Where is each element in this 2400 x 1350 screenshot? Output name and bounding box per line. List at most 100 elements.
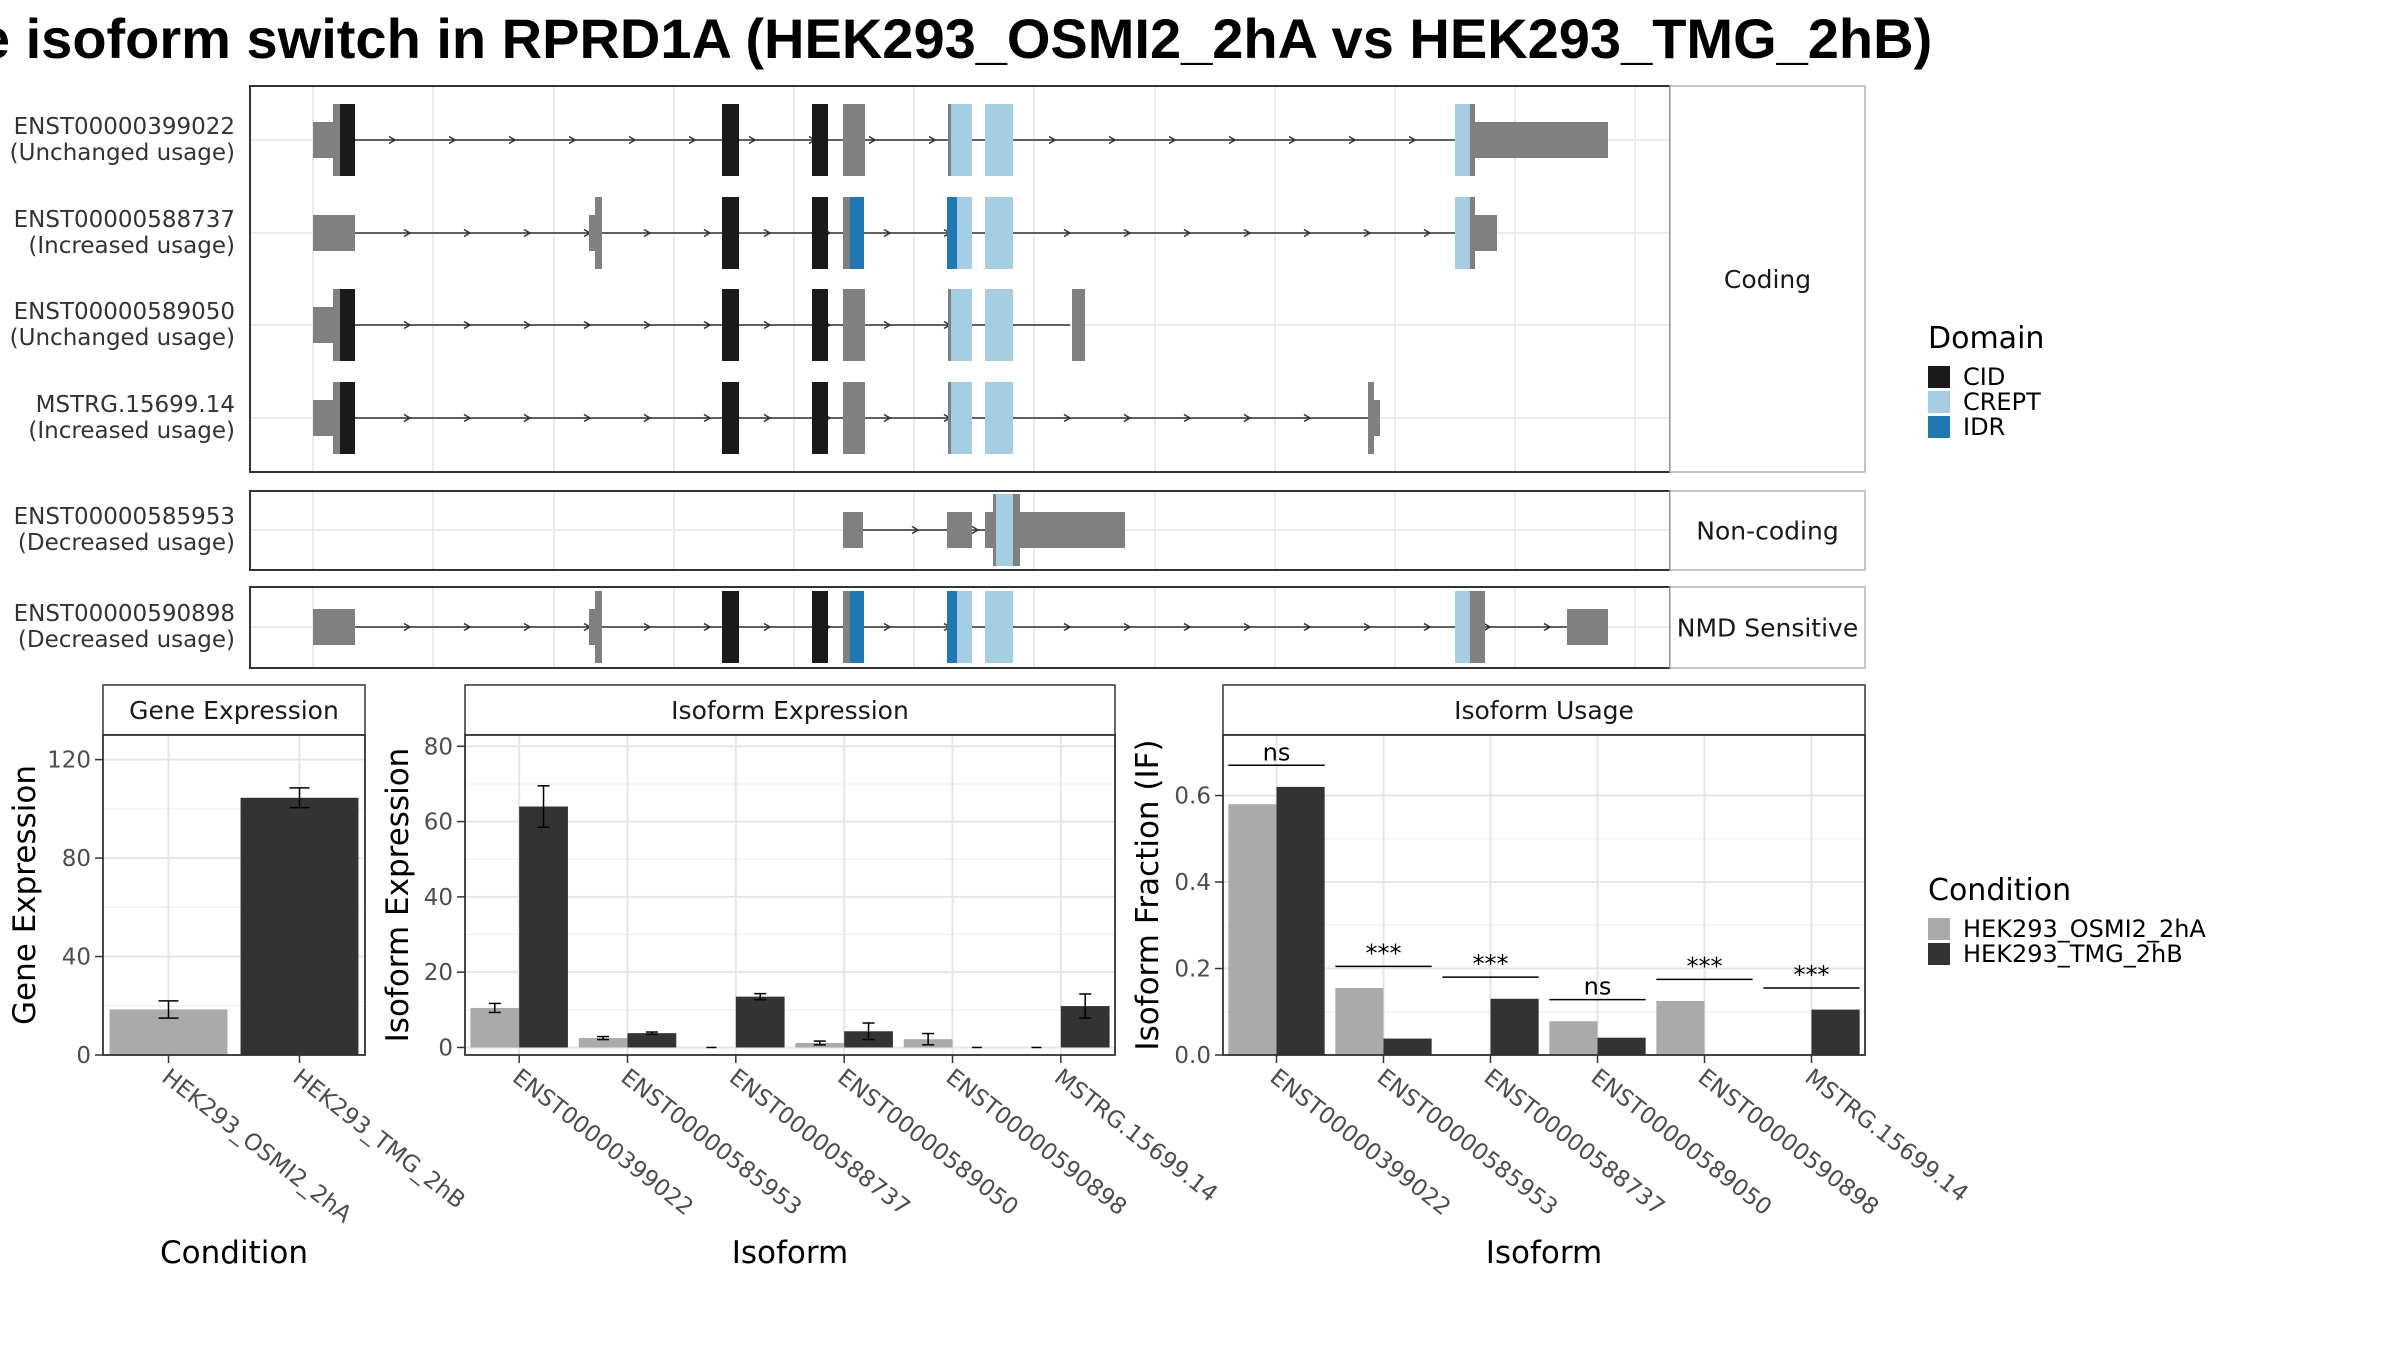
- cid-domain: [812, 289, 828, 361]
- direction-arrow: [1123, 622, 1132, 632]
- exon: [843, 104, 865, 176]
- direction-arrow: [763, 413, 772, 423]
- idr-domain: [850, 197, 864, 269]
- plot-background: [465, 735, 1115, 1055]
- cid-domain: [722, 591, 739, 663]
- transcript-id-label: ENST00000588737: [14, 207, 235, 233]
- exon: [843, 197, 850, 269]
- facet-title: Isoform Usage: [1454, 696, 1634, 725]
- exon: [333, 104, 340, 176]
- strip-label: Coding: [1724, 265, 1811, 294]
- direction-arrow: [1183, 413, 1192, 423]
- y-tick-label: 0.2: [1174, 957, 1211, 983]
- cid-domain: [812, 382, 828, 454]
- exon: [843, 289, 865, 361]
- plot-border: [102, 734, 366, 1056]
- bar: [1597, 1037, 1646, 1055]
- direction-arrow: [583, 413, 592, 423]
- legend-label: HEK293_OSMI2_2hA: [1963, 915, 2206, 943]
- y-tick-label: 0.6: [1174, 784, 1211, 810]
- condition-legend-title: Condition: [1928, 873, 2071, 908]
- facet-strip: [464, 684, 1116, 736]
- direction-arrow: [403, 622, 412, 632]
- direction-arrow: [1348, 135, 1357, 145]
- transcript-row: ENST00000589050(Unchanged usage): [10, 289, 1085, 361]
- direction-arrow: [1303, 413, 1312, 423]
- exon: [589, 609, 595, 645]
- cid-domain: [340, 104, 355, 176]
- direction-arrow: [523, 228, 532, 238]
- direction-arrow: [883, 320, 892, 330]
- direction-arrow: [928, 135, 937, 145]
- transcript-usage-label: (Increased usage): [28, 418, 235, 444]
- direction-arrow: [763, 228, 772, 238]
- direction-arrow: [883, 228, 892, 238]
- chart-2: Isoform Usage ns *** *** ns *** *** 0.0 0.2 0.4 0.…: [1130, 684, 1973, 1271]
- transcript-usage-label: (Increased usage): [28, 233, 235, 259]
- exon: [589, 215, 595, 251]
- direction-arrow: [883, 413, 892, 423]
- direction-arrow: [1288, 135, 1297, 145]
- direction-arrow: [463, 413, 472, 423]
- x-tick-label: ENST00000399022: [507, 1064, 697, 1221]
- bar: [1276, 786, 1325, 1055]
- crept-domain: [957, 197, 972, 269]
- transcript-usage-label: (Decreased usage): [18, 530, 235, 556]
- crept-domain: [1455, 591, 1470, 663]
- direction-arrow: [763, 622, 772, 632]
- significance-label: ns: [1263, 738, 1291, 766]
- y-tick-label: 0.0: [1174, 1043, 1211, 1069]
- facet-title: Gene Expression: [129, 696, 339, 725]
- exon: [1475, 122, 1608, 158]
- crept-domain: [951, 104, 972, 176]
- cid-domain: [722, 104, 739, 176]
- x-tick-label: ENST00000590898: [941, 1064, 1131, 1221]
- facet-title: Isoform Expression: [671, 696, 909, 725]
- legend-label: CID: [1963, 363, 2005, 391]
- exon: [1475, 215, 1497, 251]
- structure-panel-0: Coding: [249, 85, 1866, 473]
- exon: [595, 197, 602, 269]
- domain-legend-title: Domain: [1928, 321, 2044, 356]
- cid-domain: [812, 104, 828, 176]
- idr-domain: [947, 591, 957, 663]
- significance-label: ***: [1366, 939, 1402, 967]
- significance-label: ***: [1687, 952, 1723, 980]
- y-tick-label: 0: [438, 1035, 453, 1061]
- y-tick-label: 40: [62, 945, 91, 971]
- direction-arrow: [403, 228, 412, 238]
- direction-arrow: [1063, 622, 1072, 632]
- x-tick-label: ENST00000589050: [1586, 1064, 1776, 1221]
- bar: [735, 996, 785, 1048]
- bar: [1811, 1009, 1860, 1055]
- y-axis-title: Gene Expression: [7, 765, 43, 1025]
- strip-label: NMD Sensitive: [1677, 614, 1858, 643]
- legend-label: IDR: [1963, 413, 2005, 441]
- bar: [1490, 998, 1539, 1055]
- direction-arrow: [1483, 622, 1492, 632]
- structure-panel-1: Non-coding: [249, 490, 1866, 571]
- idr-domain: [947, 197, 957, 269]
- direction-arrow: [883, 622, 892, 632]
- exon: [333, 289, 340, 361]
- bar: [240, 797, 359, 1055]
- y-tick-label: 60: [424, 810, 453, 836]
- cid-domain: [812, 591, 828, 663]
- exon: [948, 104, 951, 176]
- legend-swatch: [1928, 943, 1950, 965]
- direction-arrow: [703, 228, 712, 238]
- crept-domain: [951, 382, 972, 454]
- x-tick-label: ENST00000590898: [1693, 1064, 1883, 1221]
- legend-swatch: [1928, 918, 1950, 940]
- direction-arrow: [508, 135, 517, 145]
- transcript-id-label: ENST00000399022: [14, 114, 235, 140]
- x-axis-title: Condition: [160, 1235, 308, 1271]
- legend-swatch: [1928, 366, 1950, 388]
- direction-arrow: [688, 135, 697, 145]
- exon: [1470, 104, 1475, 176]
- y-tick-label: 80: [62, 846, 91, 872]
- plot-border: [1222, 734, 1866, 1056]
- bar: [578, 1038, 628, 1048]
- significance-label: ***: [1794, 961, 1830, 989]
